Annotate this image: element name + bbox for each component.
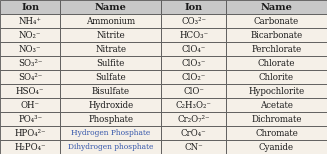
Bar bbox=[226, 28, 327, 42]
Bar bbox=[226, 14, 327, 28]
Text: Chlorite: Chlorite bbox=[259, 73, 294, 81]
Bar bbox=[161, 0, 226, 14]
Bar bbox=[60, 112, 161, 126]
Bar bbox=[0, 56, 60, 70]
Text: NH₄⁺: NH₄⁺ bbox=[19, 16, 42, 26]
Bar bbox=[0, 98, 60, 112]
Text: OH⁻: OH⁻ bbox=[21, 101, 40, 109]
Bar bbox=[226, 42, 327, 56]
Bar bbox=[226, 98, 327, 112]
Text: Nitrite: Nitrite bbox=[96, 30, 125, 39]
Text: Ion: Ion bbox=[21, 2, 39, 12]
Bar bbox=[0, 112, 60, 126]
Text: Dihydrogen phosphate: Dihydrogen phosphate bbox=[68, 143, 153, 151]
Text: Cr₂O₇²⁻: Cr₂O₇²⁻ bbox=[177, 115, 210, 124]
Bar bbox=[60, 140, 161, 154]
Text: H₂PO₄⁻: H₂PO₄⁻ bbox=[14, 142, 46, 152]
Text: ClO₃⁻: ClO₃⁻ bbox=[181, 59, 206, 67]
Bar bbox=[161, 14, 226, 28]
Bar bbox=[60, 42, 161, 56]
Bar bbox=[226, 84, 327, 98]
Bar bbox=[60, 0, 161, 14]
Text: Chromate: Chromate bbox=[255, 128, 298, 138]
Text: Cyanide: Cyanide bbox=[259, 142, 294, 152]
Bar bbox=[161, 126, 226, 140]
Bar bbox=[0, 0, 60, 14]
Bar bbox=[161, 56, 226, 70]
Bar bbox=[161, 98, 226, 112]
Text: SO₄²⁻: SO₄²⁻ bbox=[18, 73, 42, 81]
Bar bbox=[0, 126, 60, 140]
Text: Dichromate: Dichromate bbox=[251, 115, 302, 124]
Text: Chlorate: Chlorate bbox=[258, 59, 295, 67]
Text: CrO₄⁻: CrO₄⁻ bbox=[181, 128, 206, 138]
Bar bbox=[0, 28, 60, 42]
Bar bbox=[60, 126, 161, 140]
Text: C₂H₃O₂⁻: C₂H₃O₂⁻ bbox=[176, 101, 212, 109]
Text: ClO⁻: ClO⁻ bbox=[183, 87, 204, 95]
Bar bbox=[60, 98, 161, 112]
Text: Hydroxide: Hydroxide bbox=[88, 101, 133, 109]
Bar bbox=[0, 140, 60, 154]
Bar bbox=[0, 70, 60, 84]
Text: Acetate: Acetate bbox=[260, 101, 293, 109]
Text: Sulfate: Sulfate bbox=[95, 73, 126, 81]
Text: Carbonate: Carbonate bbox=[254, 16, 299, 26]
Text: Name: Name bbox=[261, 2, 292, 12]
Bar bbox=[60, 14, 161, 28]
Text: Hypochlorite: Hypochlorite bbox=[248, 87, 304, 95]
Bar bbox=[0, 14, 60, 28]
Text: HCO₃⁻: HCO₃⁻ bbox=[179, 30, 208, 39]
Bar bbox=[226, 126, 327, 140]
Bar bbox=[0, 84, 60, 98]
Bar bbox=[161, 112, 226, 126]
Text: Hydrogen Phosphate: Hydrogen Phosphate bbox=[71, 129, 150, 137]
Bar bbox=[161, 84, 226, 98]
Text: SO₃²⁻: SO₃²⁻ bbox=[18, 59, 42, 67]
Bar bbox=[161, 70, 226, 84]
Bar bbox=[60, 84, 161, 98]
Bar bbox=[60, 28, 161, 42]
Bar bbox=[60, 70, 161, 84]
Bar bbox=[226, 140, 327, 154]
Bar bbox=[226, 0, 327, 14]
Text: HSO₄⁻: HSO₄⁻ bbox=[16, 87, 44, 95]
Text: Ammonium: Ammonium bbox=[86, 16, 135, 26]
Text: HPO₄²⁻: HPO₄²⁻ bbox=[14, 128, 46, 138]
Text: Perchlorate: Perchlorate bbox=[251, 45, 301, 53]
Text: NO₂⁻: NO₂⁻ bbox=[19, 30, 41, 39]
Text: PO₄³⁻: PO₄³⁻ bbox=[18, 115, 42, 124]
Bar bbox=[161, 42, 226, 56]
Text: NO₃⁻: NO₃⁻ bbox=[19, 45, 42, 53]
Bar bbox=[226, 56, 327, 70]
Text: Ion: Ion bbox=[184, 2, 203, 12]
Text: Phosphate: Phosphate bbox=[88, 115, 133, 124]
Text: ClO₄⁻: ClO₄⁻ bbox=[181, 45, 206, 53]
Text: Bisulfate: Bisulfate bbox=[92, 87, 130, 95]
Bar bbox=[60, 56, 161, 70]
Text: ClO₂⁻: ClO₂⁻ bbox=[181, 73, 206, 81]
Bar bbox=[226, 112, 327, 126]
Text: Bicarbonate: Bicarbonate bbox=[250, 30, 302, 39]
Text: CN⁻: CN⁻ bbox=[184, 142, 203, 152]
Bar bbox=[161, 28, 226, 42]
Bar bbox=[226, 70, 327, 84]
Text: Nitrate: Nitrate bbox=[95, 45, 126, 53]
Text: Name: Name bbox=[95, 2, 127, 12]
Text: Sulfite: Sulfite bbox=[96, 59, 125, 67]
Bar bbox=[0, 42, 60, 56]
Bar bbox=[161, 140, 226, 154]
Text: CO₃²⁻: CO₃²⁻ bbox=[181, 16, 206, 26]
